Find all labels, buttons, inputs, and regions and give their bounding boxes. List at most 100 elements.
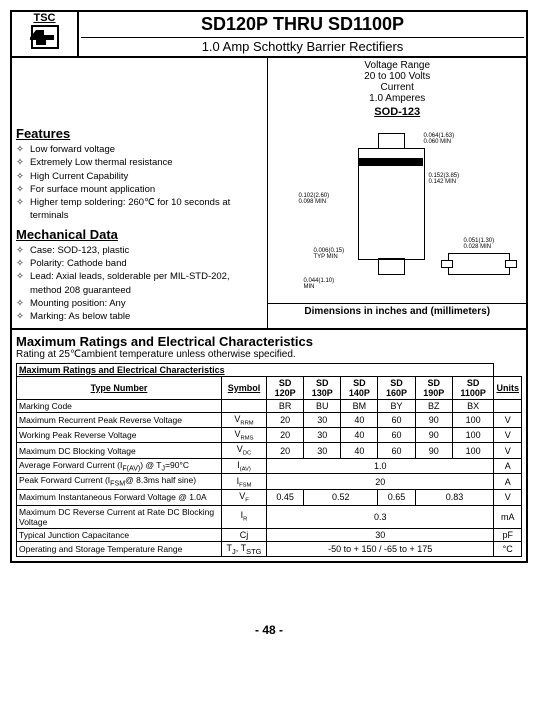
cell: 90 xyxy=(415,443,452,458)
cell-merged: 0.83 xyxy=(415,490,494,505)
subtitle: 1.0 Amp Schottky Barrier Rectifiers xyxy=(81,37,524,54)
table-row: Working Peak Reverse VoltageVRMS20304060… xyxy=(17,427,522,442)
col-part: SD 120P xyxy=(267,376,304,399)
cell: 90 xyxy=(415,427,452,442)
dim-label: 0.006(0.15)TYP MIN xyxy=(313,248,344,260)
pkg-cathode-band xyxy=(358,158,423,166)
features-header: Features xyxy=(16,126,263,141)
cell-merged: 0.52 xyxy=(304,490,378,505)
features-list: Low forward voltage Extremely Low therma… xyxy=(16,143,263,223)
mech-item: Case: SOD-123, plastic xyxy=(16,244,263,257)
ratings-section: Maximum Ratings and Electrical Character… xyxy=(12,330,526,562)
pkg-side-lead xyxy=(505,260,517,268)
row-unit xyxy=(494,399,522,412)
feature-item: High Current Capability xyxy=(16,170,263,183)
row-symbol: VDC xyxy=(222,443,267,458)
cell: BR xyxy=(267,399,304,412)
spec-line: Voltage Range xyxy=(270,60,524,71)
spec-line: 1.0 Amperes xyxy=(270,93,524,104)
row-label: Maximum Recurrent Peak Reverse Voltage xyxy=(17,412,222,427)
cell: BM xyxy=(341,399,378,412)
cell: 60 xyxy=(378,412,415,427)
feature-item: For surface mount application xyxy=(16,183,263,196)
row-symbol: VRMS xyxy=(222,427,267,442)
cell: 100 xyxy=(452,427,494,442)
pkg-lead-bottom xyxy=(378,258,405,275)
row-unit: V xyxy=(494,490,522,505)
row-unit: pF xyxy=(494,528,522,541)
cell: 40 xyxy=(341,412,378,427)
mech-item: Lead: Axial leads, solderable per MIL-ST… xyxy=(16,270,263,297)
feature-item: Higher temp soldering: 260℃ for 10 secon… xyxy=(16,196,263,223)
package-drawing: 0.102(2.60)0.098 MIN 0.064(1.63)0.060 MI… xyxy=(268,118,526,303)
header-row: TSC SD120P THRU SD1100P 1.0 Amp Schottky… xyxy=(12,12,526,58)
cell: 30 xyxy=(304,412,341,427)
cell-span: -50 to + 150 / -65 to + 175 xyxy=(267,541,494,557)
cell: BX xyxy=(452,399,494,412)
row-symbol xyxy=(222,399,267,412)
cell: BU xyxy=(304,399,341,412)
page-number: - 48 - xyxy=(10,623,528,637)
row-unit: °C xyxy=(494,541,522,557)
table-body: Marking CodeBRBUBMBYBZBXMaximum Recurren… xyxy=(17,399,522,557)
left-column: Features Low forward voltage Extremely L… xyxy=(12,58,268,328)
cell-span: 20 xyxy=(267,474,494,490)
row-symbol: IR xyxy=(222,505,267,528)
title-cell: SD120P THRU SD1100P 1.0 Amp Schottky Bar… xyxy=(79,12,526,56)
cell: 40 xyxy=(341,443,378,458)
row-symbol: IFSM xyxy=(222,474,267,490)
title-p2: SD1100P xyxy=(328,14,404,34)
cell: BZ xyxy=(415,399,452,412)
row-label: Marking Code xyxy=(17,399,222,412)
dim-label: 0.044(1.10)MIN xyxy=(303,278,334,290)
table-row: Typical Junction CapacitanceCj30pF xyxy=(17,528,522,541)
table-title: Maximum Ratings and Electrical Character… xyxy=(17,363,494,376)
row-unit: V xyxy=(494,427,522,442)
dim-label: 0.064(1.63)0.060 MIN xyxy=(423,133,454,145)
mechanical-list: Case: SOD-123, plastic Polarity: Cathode… xyxy=(16,244,263,324)
col-symbol: Symbol xyxy=(222,376,267,399)
feature-item: Extremely Low thermal resistance xyxy=(16,156,263,169)
logo-text: TSC xyxy=(34,12,56,24)
table-row: Maximum Recurrent Peak Reverse VoltageVR… xyxy=(17,412,522,427)
col-part: SD 130P xyxy=(304,376,341,399)
col-part: SD 1100P xyxy=(452,376,494,399)
cell: 30 xyxy=(304,443,341,458)
title-p1: SD120P xyxy=(201,14,268,34)
cell-span: 0.3 xyxy=(267,505,494,528)
table-row: Peak Forward Current (IFSM@ 8.3ms half s… xyxy=(17,474,522,490)
dimensions-note: Dimensions in inches and (millimeters) xyxy=(268,303,526,319)
row-unit: V xyxy=(494,443,522,458)
main-title: SD120P THRU SD1100P xyxy=(81,14,524,35)
row-symbol: TJ, TSTG xyxy=(222,541,267,557)
cell: 20 xyxy=(267,412,304,427)
dim-label: 0.051(1.30)0.028 MIN xyxy=(463,238,494,250)
row-symbol: VF xyxy=(222,490,267,505)
datasheet-main: TSC SD120P THRU SD1100P 1.0 Amp Schottky… xyxy=(10,10,528,563)
mechanical-header: Mechanical Data xyxy=(16,227,263,242)
row-label: Peak Forward Current (IFSM@ 8.3ms half s… xyxy=(17,474,222,490)
row-label: Average Forward Current (IF(AV)) @ TJ=90… xyxy=(17,458,222,474)
col-part: SD 160P xyxy=(378,376,415,399)
col-part: SD 140P xyxy=(341,376,378,399)
title-mid: THRU xyxy=(268,14,328,34)
row-label: Operating and Storage Temperature Range xyxy=(17,541,222,557)
row-symbol: VRRM xyxy=(222,412,267,427)
row-unit: A xyxy=(494,474,522,490)
row-label: Maximum Instantaneous Forward Voltage @ … xyxy=(17,490,222,505)
dim-label: 0.102(2.60)0.098 MIN xyxy=(298,193,329,205)
row-unit: A xyxy=(494,458,522,474)
col-part: SD 190P xyxy=(415,376,452,399)
package-label: SOD-123 xyxy=(268,106,526,118)
cell: 20 xyxy=(267,443,304,458)
table-row: Operating and Storage Temperature RangeT… xyxy=(17,541,522,557)
cell: 90 xyxy=(415,412,452,427)
row-label: Maximum DC Reverse Current at Rate DC Bl… xyxy=(17,505,222,528)
cell: 30 xyxy=(304,427,341,442)
row-unit: V xyxy=(494,412,522,427)
feature-item: Low forward voltage xyxy=(16,143,263,156)
cell-span: 30 xyxy=(267,528,494,541)
cell: 40 xyxy=(341,427,378,442)
logo-icon xyxy=(30,24,60,56)
cell: 100 xyxy=(452,443,494,458)
